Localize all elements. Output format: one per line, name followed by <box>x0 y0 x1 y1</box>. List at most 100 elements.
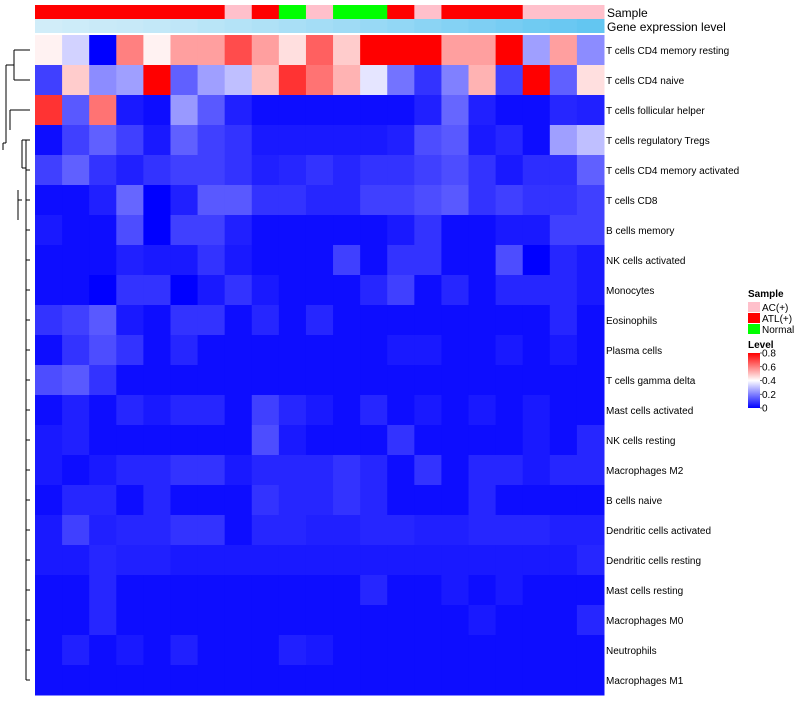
heatmap-cell <box>576 395 605 426</box>
heatmap-cell <box>495 155 524 186</box>
heatmap-cell <box>387 545 415 576</box>
heatmap-cell <box>170 575 199 606</box>
heatmap-cell <box>278 335 307 366</box>
heatmap-cell <box>495 665 524 696</box>
sample-annotation-cell <box>414 5 442 19</box>
heatmap-cell <box>468 665 497 696</box>
row-label: B cells naive <box>606 496 663 507</box>
heatmap-cell <box>387 305 415 336</box>
heatmap-cell <box>441 245 470 276</box>
heatmap-cell <box>305 125 334 156</box>
heatmap-cell <box>251 215 280 246</box>
heatmap-cell <box>62 95 90 126</box>
heatmap-cell <box>62 275 90 306</box>
heatmap-cell <box>251 125 280 156</box>
heatmap-cell <box>414 605 442 636</box>
heatmap-cell <box>414 65 442 96</box>
heatmap-cell <box>333 665 361 696</box>
heatmap-cell <box>333 335 361 366</box>
heatmap-cell <box>35 155 63 186</box>
heatmap-cell <box>197 245 226 276</box>
heatmap-cell <box>441 275 470 306</box>
sample-annotation-cell <box>197 5 226 19</box>
heatmap-cell <box>360 245 388 276</box>
heatmap-cell <box>495 65 524 96</box>
heatmap-cell <box>116 605 144 636</box>
gene-expression-annotation-cell <box>251 19 280 33</box>
heatmap-cell <box>35 95 63 126</box>
heatmap-cell <box>116 575 144 606</box>
heatmap-cell <box>143 665 171 696</box>
heatmap-cell <box>441 335 470 366</box>
heatmap-cell <box>549 515 578 546</box>
heatmap-cell <box>576 455 605 486</box>
heatmap-cell <box>143 635 171 666</box>
sample-annotation-cell <box>143 5 171 19</box>
heatmap-cell <box>62 215 90 246</box>
heatmap-cell <box>522 545 551 576</box>
heatmap-cell <box>143 245 171 276</box>
heatmap-cell <box>576 155 605 186</box>
heatmap-cell <box>197 545 226 576</box>
heatmap-cell <box>35 455 63 486</box>
heatmap-cell <box>278 35 307 66</box>
heatmap-cell <box>89 635 117 666</box>
heatmap-cell <box>35 425 63 456</box>
heatmap-cell <box>116 305 144 336</box>
row-label: T cells follicular helper <box>606 106 705 117</box>
gene-expression-annotation-cell <box>143 19 171 33</box>
heatmap-cell <box>495 515 524 546</box>
heatmap-cell <box>522 155 551 186</box>
heatmap-cell <box>387 245 415 276</box>
heatmap-cell <box>495 305 524 336</box>
heatmap-cell <box>278 365 307 396</box>
sample-annotation-cell <box>333 5 361 19</box>
heatmap-cell <box>251 665 280 696</box>
heatmap-cell <box>387 65 415 96</box>
heatmap-cell <box>278 305 307 336</box>
heatmap-cell <box>278 605 307 636</box>
heatmap-cell <box>62 125 90 156</box>
heatmap-cell <box>62 365 90 396</box>
row-label: T cells CD8 <box>606 196 658 207</box>
heatmap-cell <box>522 245 551 276</box>
heatmap-cell <box>414 125 442 156</box>
heatmap-cell <box>224 515 253 546</box>
heatmap-cell <box>387 455 415 486</box>
heatmap-cell <box>116 245 144 276</box>
heatmap-cell <box>414 485 442 516</box>
heatmap-cell <box>495 35 524 66</box>
heatmap-cell <box>197 335 226 366</box>
heatmap-cell <box>387 365 415 396</box>
heatmap-cell <box>549 365 578 396</box>
level-tick-label: 0.6 <box>762 362 776 373</box>
heatmap-cell <box>387 515 415 546</box>
gene-expression-annotation-cell <box>224 19 253 33</box>
row-dendrogram <box>2 49 30 681</box>
heatmap-cell <box>224 305 253 336</box>
heatmap-cell <box>468 575 497 606</box>
heatmap-cell <box>387 155 415 186</box>
heatmap-cell <box>143 35 171 66</box>
heatmap-cell <box>441 35 470 66</box>
gene-expression-annotation-cell <box>116 19 144 33</box>
row-label: Macrophages M2 <box>606 466 684 477</box>
sample-legend-label: Normal <box>762 325 794 336</box>
heatmap-cell <box>468 305 497 336</box>
heatmap-cell <box>522 35 551 66</box>
gene-expression-annotation-cell <box>89 19 117 33</box>
heatmap-cell <box>522 455 551 486</box>
heatmap-cell <box>333 65 361 96</box>
heatmap-cell <box>522 365 551 396</box>
heatmap-cell <box>143 185 171 216</box>
level-tick-label: 0.4 <box>762 376 776 387</box>
heatmap-cell <box>251 365 280 396</box>
heatmap-cell <box>278 455 307 486</box>
heatmap-cell <box>414 215 442 246</box>
heatmap-cell <box>414 245 442 276</box>
heatmap-cell <box>278 155 307 186</box>
heatmap-cell <box>278 545 307 576</box>
heatmap-cell <box>414 575 442 606</box>
heatmap-cell <box>414 155 442 186</box>
heatmap-cell <box>278 635 307 666</box>
